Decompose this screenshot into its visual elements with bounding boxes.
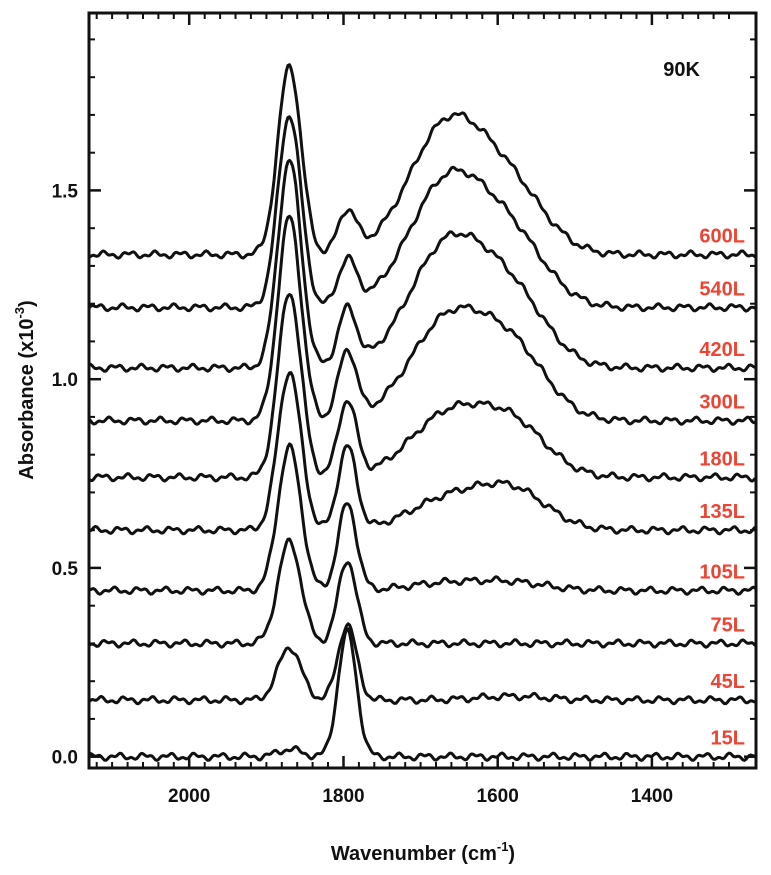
series-label-45L: 45L xyxy=(711,671,745,693)
x-tick-label: 1800 xyxy=(322,786,364,807)
axis-tick-labels: 2000 1800 1600 1400 0.0 0.5 1.0 1.5 xyxy=(52,181,673,807)
y-tick-label: 1.0 xyxy=(52,370,78,391)
plot-frame xyxy=(87,11,758,770)
y-tick-label: 1.5 xyxy=(52,181,79,202)
x-tick-label: 1600 xyxy=(477,786,519,807)
y-tick-label: 0.5 xyxy=(52,559,79,580)
series-line-420L xyxy=(88,158,756,373)
x-tick-label: 2000 xyxy=(168,786,210,807)
series-line-300L xyxy=(87,214,756,426)
series-line-15L xyxy=(88,627,756,762)
series-label-600L: 600L xyxy=(699,226,745,248)
x-axis-title: Wavenumber (cm-1) xyxy=(331,839,515,865)
series-label-75L: 75L xyxy=(711,614,745,636)
series-line-75L xyxy=(88,537,757,649)
series-labels: 15L 45L 75L 105L 135L 180L 300L 420L 540L 600L xyxy=(699,226,745,750)
series-label-135L: 135L xyxy=(699,501,745,523)
series-label-300L: 300L xyxy=(699,392,745,414)
series-line-45L xyxy=(87,622,756,706)
series-line-135L xyxy=(88,371,757,536)
series-line-600L xyxy=(88,63,757,260)
series-line-180L xyxy=(88,293,757,483)
y-axis-title: Absorbance (x10-3) xyxy=(12,300,38,479)
series-line-540L xyxy=(87,115,756,313)
axis-ticks xyxy=(89,13,756,768)
series-label-105L: 105L xyxy=(699,562,745,584)
series-label-420L: 420L xyxy=(699,339,745,361)
y-tick-label: 0.0 xyxy=(52,748,78,769)
series-line-105L xyxy=(88,442,757,596)
temperature-annotation: 90K xyxy=(663,59,700,81)
series-label-540L: 540L xyxy=(699,278,745,300)
series-label-15L: 15L xyxy=(711,728,745,750)
series-label-180L: 180L xyxy=(699,448,745,470)
series-lines xyxy=(87,63,757,762)
x-tick-label: 1400 xyxy=(631,786,673,807)
